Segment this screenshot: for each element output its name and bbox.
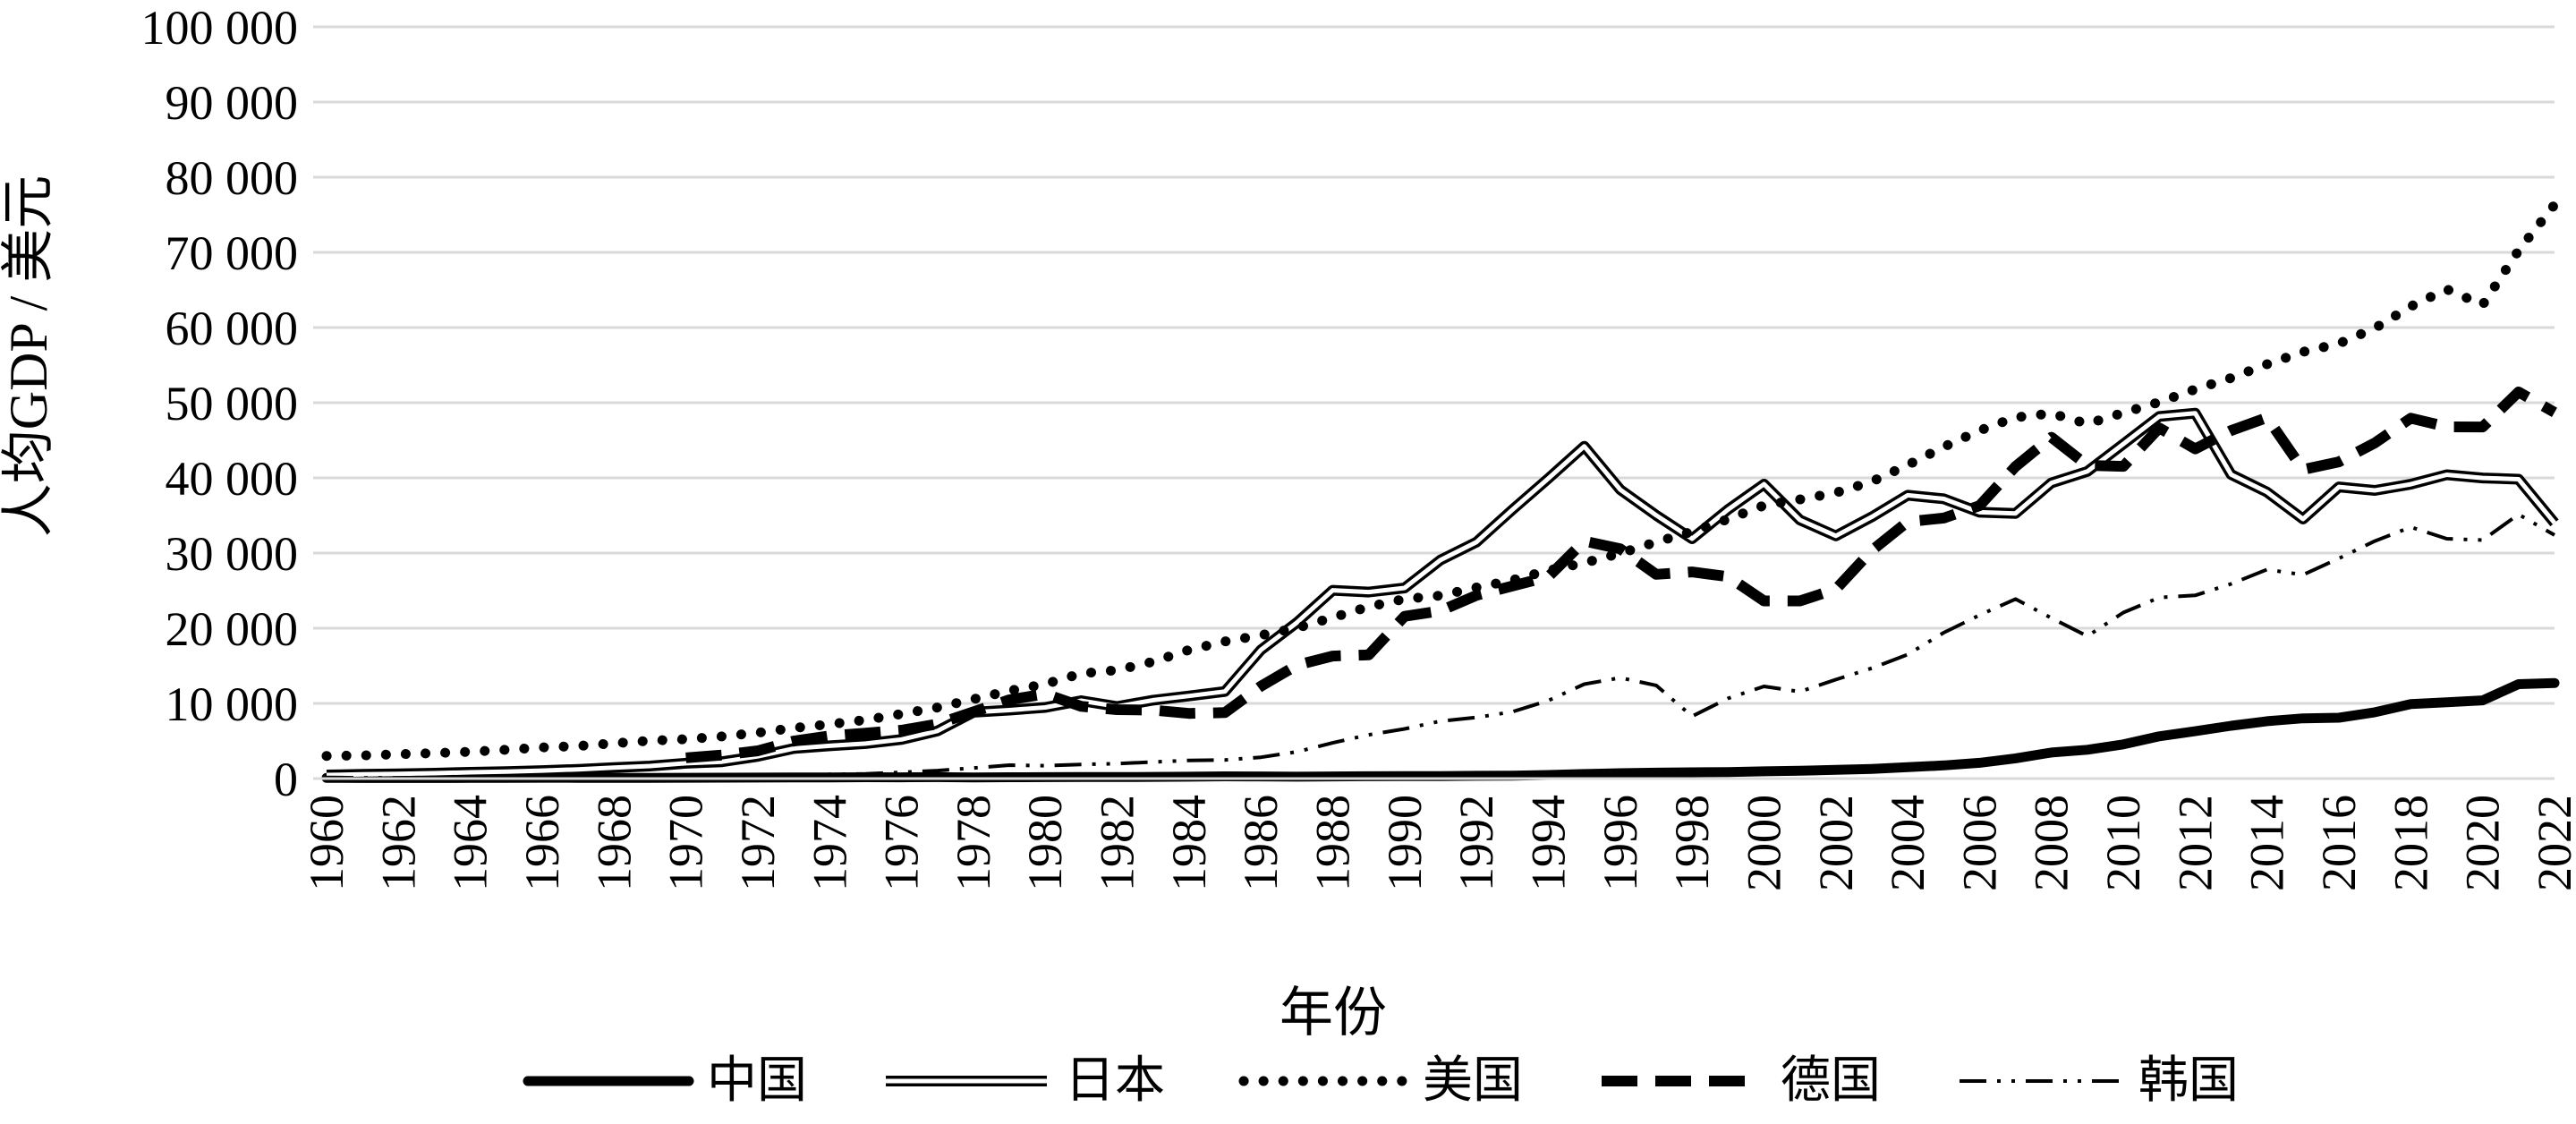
x-tick-label: 2004	[1881, 795, 1934, 891]
legend-label-5: 韩国	[2138, 1053, 2239, 1109]
y-tick-label: 70 000	[166, 226, 299, 280]
x-tick-label: 1982	[1091, 795, 1144, 891]
x-tick-label: 1988	[1306, 795, 1360, 891]
y-tick-label: 50 000	[166, 377, 299, 430]
y-tick-label: 10 000	[166, 677, 299, 731]
y-axis-label: 人均GDP / 美元	[0, 175, 58, 537]
y-tick-label: 90 000	[166, 76, 299, 130]
x-tick-label: 1964	[444, 795, 497, 891]
x-tick-label: 1990	[1378, 795, 1432, 891]
y-tick-label: 60 000	[166, 302, 299, 355]
x-tick-label: 1962	[371, 795, 425, 891]
x-tick-label: 2010	[2096, 795, 2150, 891]
x-tick-label: 2000	[1737, 795, 1790, 891]
x-tick-label: 2006	[1952, 795, 2006, 891]
legend-label-1: 中国	[707, 1053, 807, 1109]
legend-label-2: 日本	[1065, 1053, 1165, 1109]
x-tick-label: 2020	[2456, 795, 2510, 891]
x-tick-label: 1994	[1521, 795, 1575, 891]
x-tick-label: 2016	[2312, 795, 2366, 891]
y-tick-label: 40 000	[166, 452, 299, 506]
x-tick-label: 2014	[2240, 795, 2294, 891]
legend-label-3: 美国	[1423, 1053, 1523, 1109]
x-tick-label: 1970	[659, 795, 713, 891]
y-axis-ticks: 0 10 000 20 000 30 000 40 000 50 000 60 000 70 …	[141, 1, 299, 806]
y-tick-label: 100 000	[141, 1, 299, 55]
x-tick-label: 1976	[875, 795, 929, 891]
x-tick-label: 1996	[1594, 795, 1647, 891]
legend-label-4: 德国	[1781, 1053, 1881, 1109]
series-lines	[321, 200, 2560, 783]
x-tick-label: 1980	[1018, 795, 1072, 891]
x-tick-label: 1966	[515, 795, 569, 891]
x-tick-label: 2002	[1809, 795, 1863, 891]
x-axis-label: 年份	[1279, 984, 1387, 1043]
x-tick-label: 1968	[587, 795, 641, 891]
series-line-2-inner	[326, 411, 2556, 778]
grid-lines	[313, 25, 2555, 705]
x-tick-label: 2018	[2384, 795, 2437, 891]
x-tick-label: 1974	[803, 795, 856, 891]
x-tick-label: 2008	[2025, 795, 2079, 891]
legend: 中国 日本 美国 德国 韩国	[523, 1053, 2239, 1109]
x-tick-label: 2012	[2168, 795, 2222, 891]
y-tick-label: 30 000	[166, 527, 299, 581]
x-tick-label: 2022	[2528, 795, 2576, 891]
series-line-4	[685, 387, 2557, 763]
x-tick-label: 1986	[1234, 795, 1288, 891]
series-line-3	[321, 200, 2560, 762]
x-tick-label: 1984	[1162, 795, 1216, 891]
x-tick-label: 1960	[300, 795, 353, 891]
y-tick-label: 20 000	[166, 602, 299, 656]
y-tick-label: 80 000	[166, 151, 299, 205]
x-tick-label: 1992	[1450, 795, 1503, 891]
x-tick-label: 1978	[947, 795, 1000, 891]
series-line-5	[326, 512, 2555, 780]
x-tick-label: 1972	[731, 795, 785, 891]
y-tick-label: 0	[274, 753, 298, 806]
x-tick-label: 1998	[1665, 795, 1719, 891]
x-axis-ticks: 1960 1962 1964 1966 1968 1970 1972 1974 1976 1978…	[300, 795, 2576, 891]
